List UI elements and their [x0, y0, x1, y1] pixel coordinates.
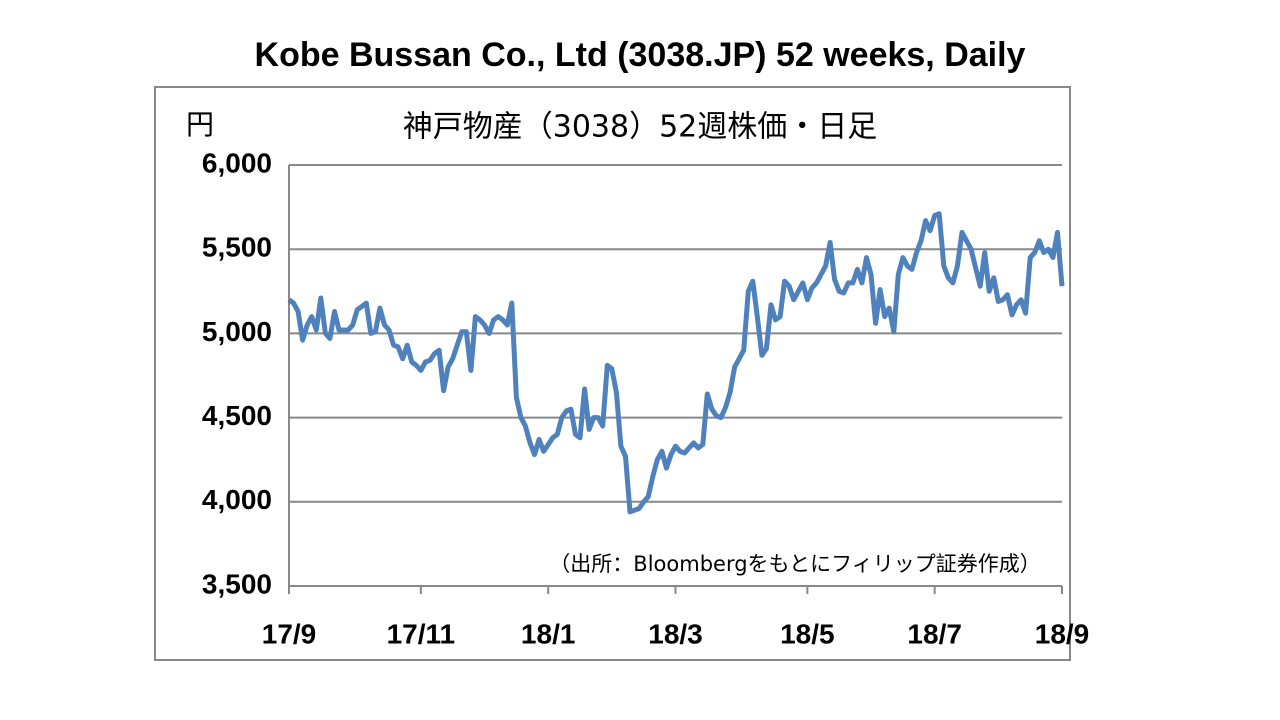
y-tick-label: 5,000	[202, 316, 272, 347]
y-tick-label: 6,000	[202, 147, 272, 178]
y-tick-label: 3,500	[202, 568, 272, 599]
chart-title: Kobe Bussan Co., Ltd (3038.JP) 52 weeks,…	[255, 36, 1026, 74]
x-tick-label: 18/1	[521, 618, 576, 649]
x-tick-label: 18/7	[907, 618, 962, 649]
y-tick-label: 4,500	[202, 400, 272, 431]
x-tick-label: 17/9	[262, 618, 317, 649]
y-axis-label: 円	[186, 108, 214, 141]
x-tick-label: 18/5	[780, 618, 835, 649]
x-tick-label: 17/11	[387, 618, 456, 649]
chart-frame	[154, 86, 1071, 661]
y-tick-label: 4,000	[202, 484, 272, 515]
y-tick-label: 5,500	[202, 232, 272, 263]
source-note: （出所：Bloombergをもとにフィリップ証券作成）	[549, 552, 1040, 576]
chart-subtitle: 神戸物産（3038）52週株価・日足	[403, 110, 878, 145]
x-tick-label: 18/3	[648, 618, 703, 649]
x-tick-label: 18/9	[1035, 618, 1090, 649]
price-line	[287, 211, 1065, 515]
